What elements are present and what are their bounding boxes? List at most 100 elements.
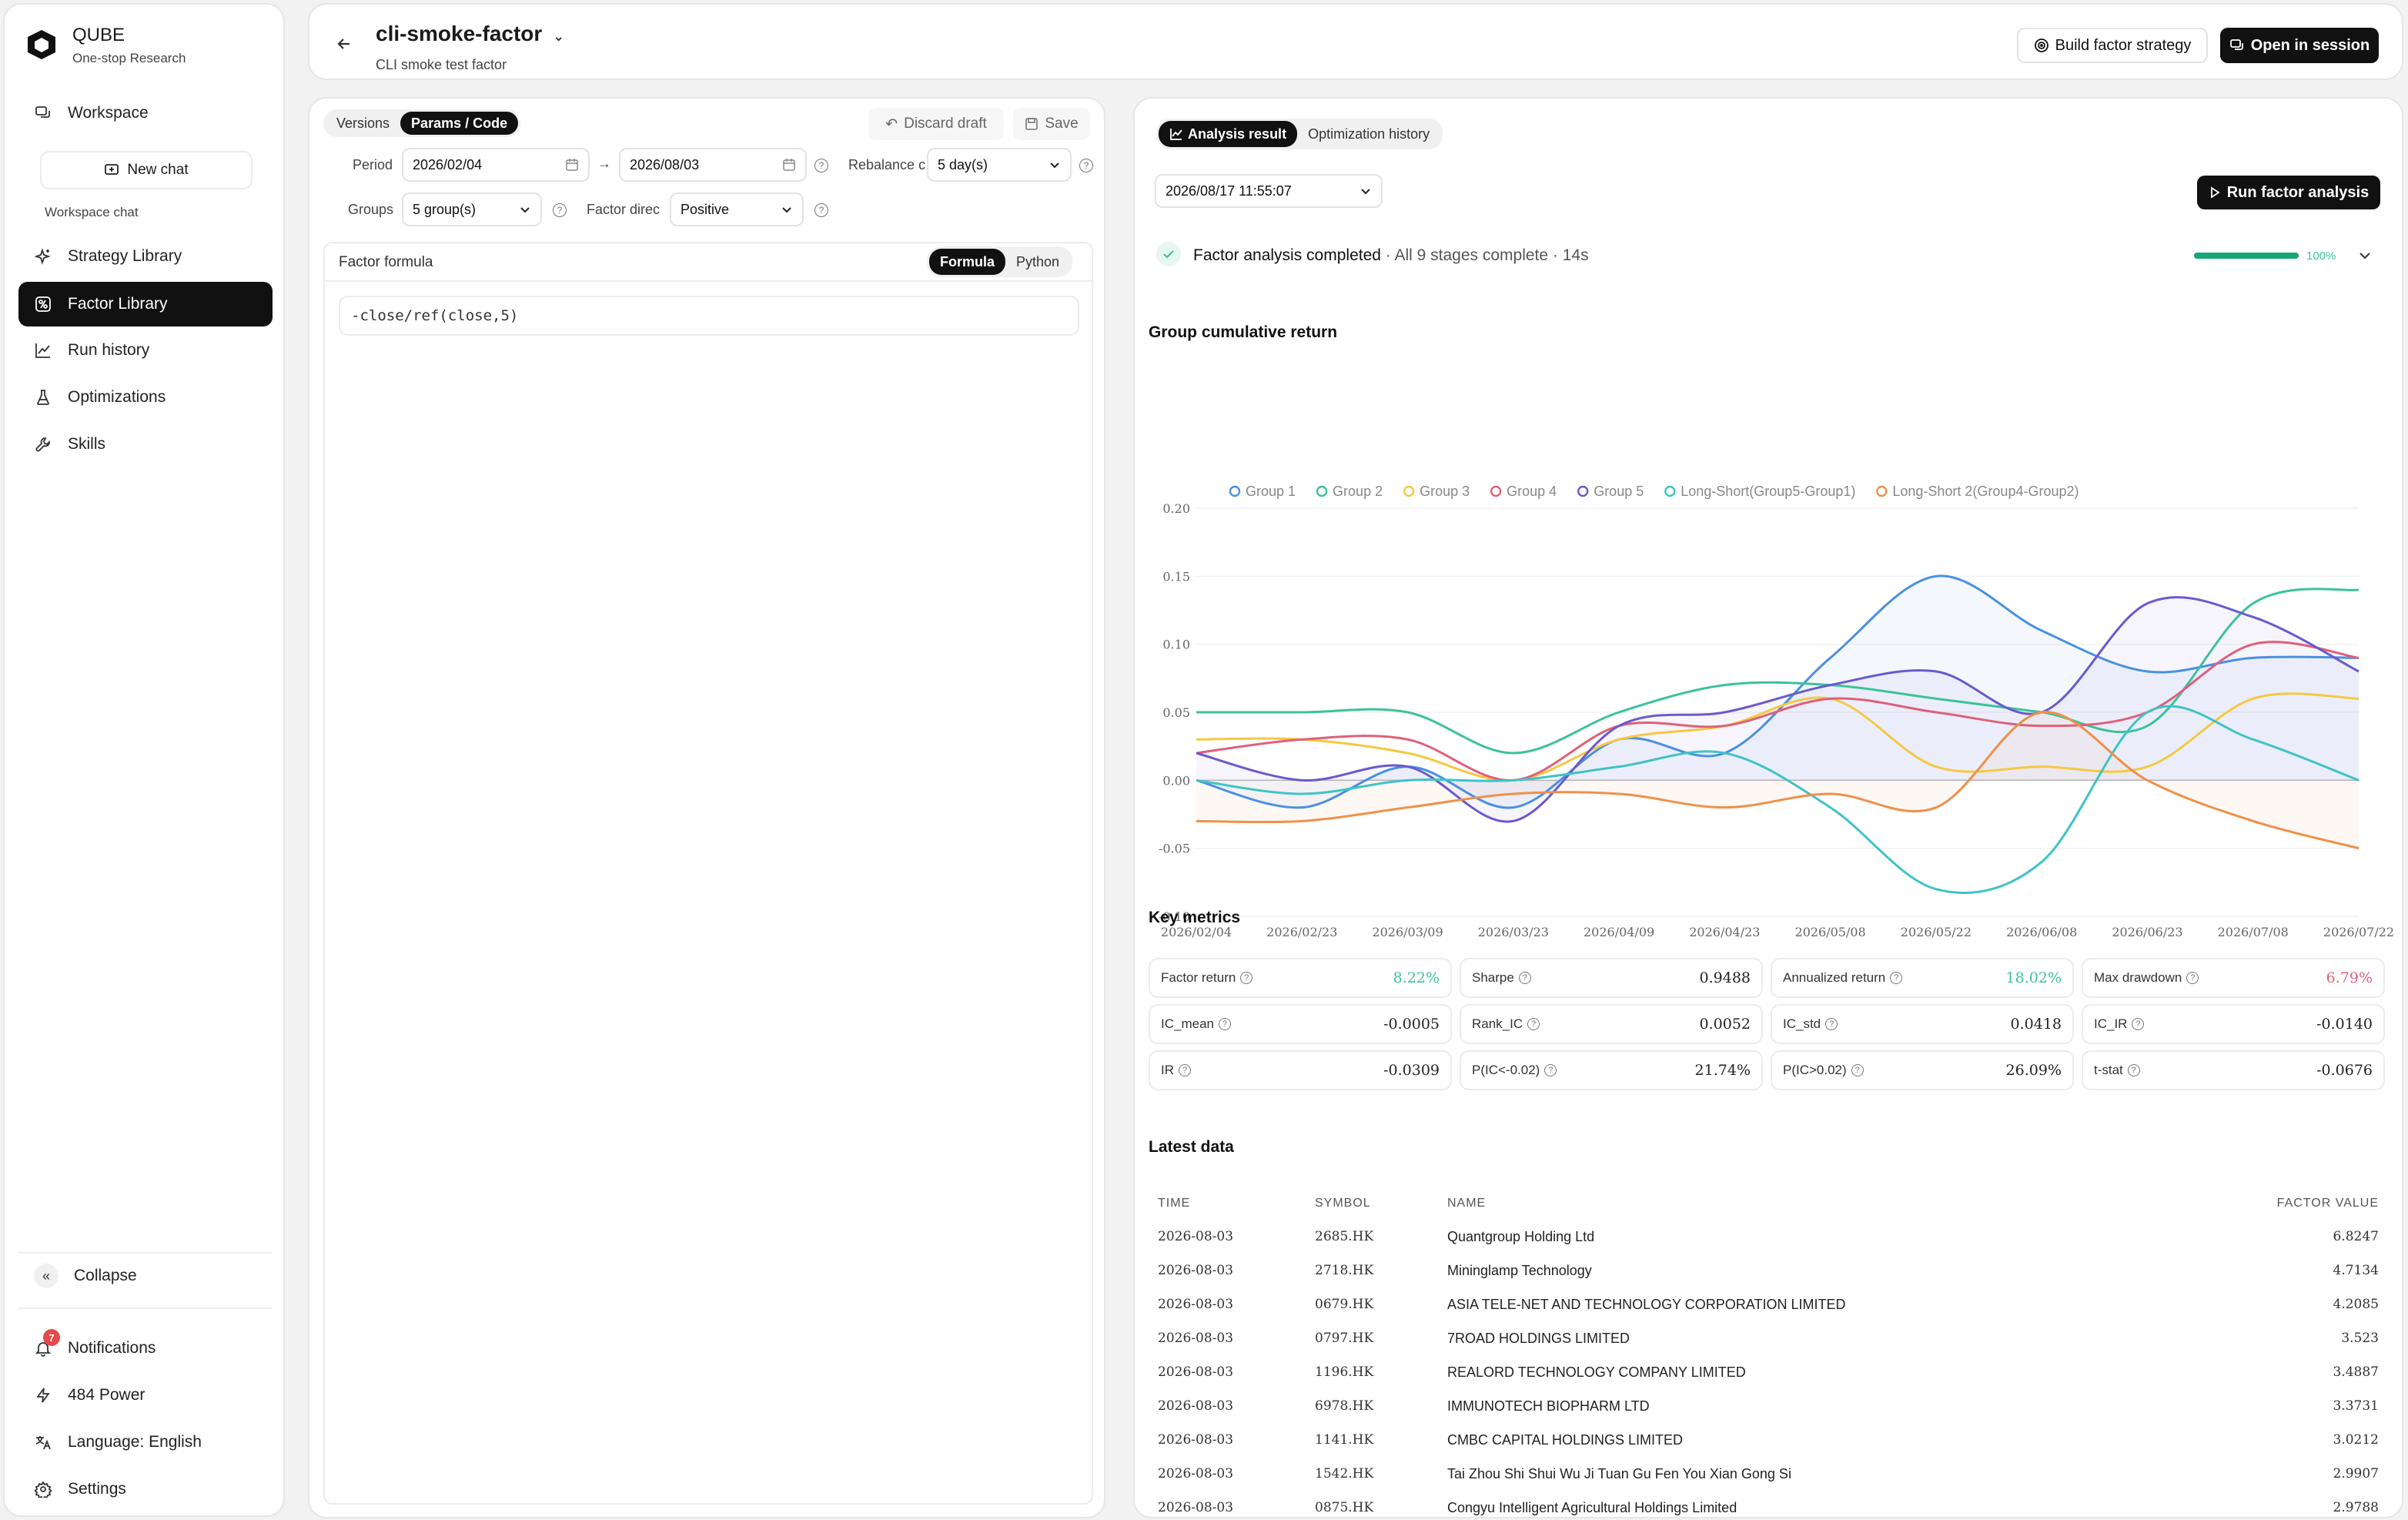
factor-formula-title: Factor formula bbox=[339, 254, 433, 270]
metric-value: 6.79% bbox=[2326, 969, 2373, 986]
sidebar-item-strategy-library[interactable]: Strategy Library bbox=[18, 234, 273, 279]
metric-help-icon[interactable]: ? bbox=[1218, 1018, 1231, 1030]
run-time-select[interactable]: 2026/08/17 11:55:07 bbox=[1155, 174, 1383, 208]
open-in-session-label: Open in session bbox=[2250, 36, 2370, 54]
metric-card: IC_mean? -0.0005 bbox=[1149, 1004, 1452, 1044]
groups-select[interactable]: 5 group(s) bbox=[402, 193, 542, 226]
save-button[interactable]: Save bbox=[1013, 108, 1090, 140]
sidebar-item-label: Factor Library bbox=[68, 295, 168, 313]
series-line bbox=[1196, 574, 2360, 809]
metric-help-icon[interactable]: ? bbox=[1240, 972, 1253, 984]
metric-card: t-stat? -0.0676 bbox=[2082, 1050, 2385, 1090]
y-tick-label: 0.00 bbox=[1162, 773, 1190, 788]
sidebar-divider bbox=[18, 1252, 273, 1254]
open-in-session-button[interactable]: Open in session bbox=[2220, 28, 2379, 63]
sidebar-item-optimizations[interactable]: Optimizations bbox=[18, 375, 273, 420]
mode-formula[interactable]: Formula bbox=[929, 249, 1006, 275]
sidebar-item-label: Language: English bbox=[68, 1433, 202, 1451]
series-line bbox=[1196, 711, 2360, 850]
series-line bbox=[1196, 596, 2360, 823]
collapse-button[interactable]: « Collapse bbox=[18, 1254, 273, 1298]
table-cell: 1542.HK bbox=[1315, 1466, 1374, 1481]
status-title: Factor analysis completed bbox=[1193, 246, 1381, 264]
formula-input[interactable]: -close/ref(close,5) bbox=[339, 296, 1079, 336]
sidebar-item-power[interactable]: 484 Power bbox=[18, 1373, 273, 1418]
table-cell: 4.2085 bbox=[2333, 1297, 2379, 1312]
build-factor-strategy-button[interactable]: Build factor strategy bbox=[2017, 28, 2208, 63]
period-start-field[interactable]: 2026/02/04 bbox=[402, 148, 590, 182]
direction-select[interactable]: Positive bbox=[670, 193, 804, 226]
expand-chevron-icon[interactable] bbox=[2357, 248, 2373, 267]
metric-name: IC_std? bbox=[1783, 1016, 1838, 1032]
metric-help-icon[interactable]: ? bbox=[1527, 1018, 1540, 1030]
table-cell: IMMUNOTECH BIOPHARM LTD bbox=[1447, 1398, 1650, 1414]
metric-help-icon[interactable]: ? bbox=[1825, 1018, 1838, 1030]
x-tick-label: 2026/02/04 bbox=[1161, 925, 1232, 939]
sidebar-item-skills[interactable]: Skills bbox=[18, 422, 273, 467]
check-icon bbox=[1156, 242, 1181, 266]
sidebar-item-language[interactable]: Language: English bbox=[18, 1420, 273, 1465]
sidebar-item-label: Notifications bbox=[68, 1339, 156, 1357]
rebalance-label: Rebalance c bbox=[848, 157, 926, 172]
metric-help-icon[interactable]: ? bbox=[1544, 1064, 1557, 1076]
metric-help-icon[interactable]: ? bbox=[2186, 972, 2199, 984]
gear-icon bbox=[34, 1480, 52, 1498]
y-tick-label: 0.05 bbox=[1162, 705, 1190, 720]
table-cell: 2026-08-03 bbox=[1158, 1500, 1234, 1515]
collapse-icon: « bbox=[34, 1264, 59, 1288]
sidebar-item-workspace[interactable]: Workspace bbox=[18, 91, 273, 136]
groups-label: Groups bbox=[348, 202, 394, 217]
target-icon bbox=[2034, 38, 2049, 53]
rebalance-help-icon[interactable]: ? bbox=[1079, 159, 1093, 172]
metric-help-icon[interactable]: ? bbox=[2127, 1064, 2140, 1076]
mode-python[interactable]: Python bbox=[1016, 253, 1060, 270]
calendar-icon bbox=[565, 158, 579, 172]
tab-optimization-history[interactable]: Optimization history bbox=[1308, 126, 1430, 142]
metric-name: Annualized return? bbox=[1783, 970, 1903, 986]
tab-params-code[interactable]: Params / Code bbox=[400, 112, 519, 135]
latest-data-title: Latest data bbox=[1149, 1138, 1234, 1156]
metric-label: IC_mean bbox=[1161, 1016, 1214, 1031]
metric-help-icon[interactable]: ? bbox=[1518, 972, 1531, 984]
factor-title[interactable]: cli-smoke-factor ⌄ bbox=[376, 22, 564, 46]
metric-label: t-stat bbox=[2094, 1063, 2123, 1077]
metric-help-icon[interactable]: ? bbox=[1179, 1064, 1191, 1076]
sidebar-item-settings[interactable]: Settings bbox=[18, 1467, 273, 1512]
table-cell: 4.7134 bbox=[2333, 1263, 2379, 1278]
metric-value: 18.02% bbox=[2005, 969, 2062, 986]
sidebar-item-factor-library[interactable]: Factor Library bbox=[18, 282, 273, 326]
table-cell: Tai Zhou Shi Shui Wu Ji Tuan Gu Fen You … bbox=[1447, 1466, 1791, 1481]
collapse-label: Collapse bbox=[74, 1267, 137, 1284]
run-factor-analysis-button[interactable]: Run factor analysis bbox=[2197, 176, 2380, 209]
play-icon bbox=[2209, 186, 2221, 199]
metric-label: IC_std bbox=[1783, 1016, 1821, 1031]
table-cell: 1141.HK bbox=[1315, 1432, 1374, 1448]
run-factor-analysis-label: Run factor analysis bbox=[2226, 183, 2370, 201]
metric-help-icon[interactable]: ? bbox=[1890, 972, 1903, 984]
discard-draft-label: Discard draft bbox=[904, 116, 987, 132]
groups-help-icon[interactable]: ? bbox=[553, 203, 567, 217]
back-arrow-icon[interactable] bbox=[333, 32, 356, 55]
translate-icon bbox=[34, 1433, 52, 1451]
period-help-icon[interactable]: ? bbox=[814, 159, 828, 172]
chevron-down-icon: ⌄ bbox=[553, 28, 565, 44]
direction-label: Factor direc bbox=[587, 202, 661, 217]
session-chat-icon bbox=[2229, 38, 2245, 53]
rebalance-select[interactable]: 5 day(s) bbox=[927, 148, 1072, 182]
tab-analysis-result[interactable]: Analysis result bbox=[1159, 121, 1298, 147]
metric-card: Annualized return? 18.02% bbox=[1771, 958, 2074, 998]
metric-help-icon[interactable]: ? bbox=[1851, 1064, 1864, 1076]
metric-help-icon[interactable]: ? bbox=[2132, 1018, 2145, 1030]
new-chat-button[interactable]: New chat bbox=[40, 151, 253, 189]
flask-icon bbox=[34, 388, 52, 407]
tab-versions[interactable]: Versions bbox=[336, 115, 390, 131]
direction-help-icon[interactable]: ? bbox=[814, 203, 828, 217]
chevron-down-icon bbox=[1048, 159, 1061, 171]
metric-card: P(IC<-0.02)? 21.74% bbox=[1460, 1050, 1763, 1090]
period-end-field[interactable]: 2026/08/03 bbox=[619, 148, 807, 182]
table-cell: Quantgroup Holding Ltd bbox=[1447, 1229, 1595, 1244]
sidebar-item-run-history[interactable]: Run history bbox=[18, 328, 273, 373]
discard-draft-button[interactable]: ↶ Discard draft bbox=[868, 108, 1004, 140]
sidebar-item-label: Strategy Library bbox=[68, 247, 182, 265]
table-cell: Mininglamp Technology bbox=[1447, 1263, 1592, 1278]
